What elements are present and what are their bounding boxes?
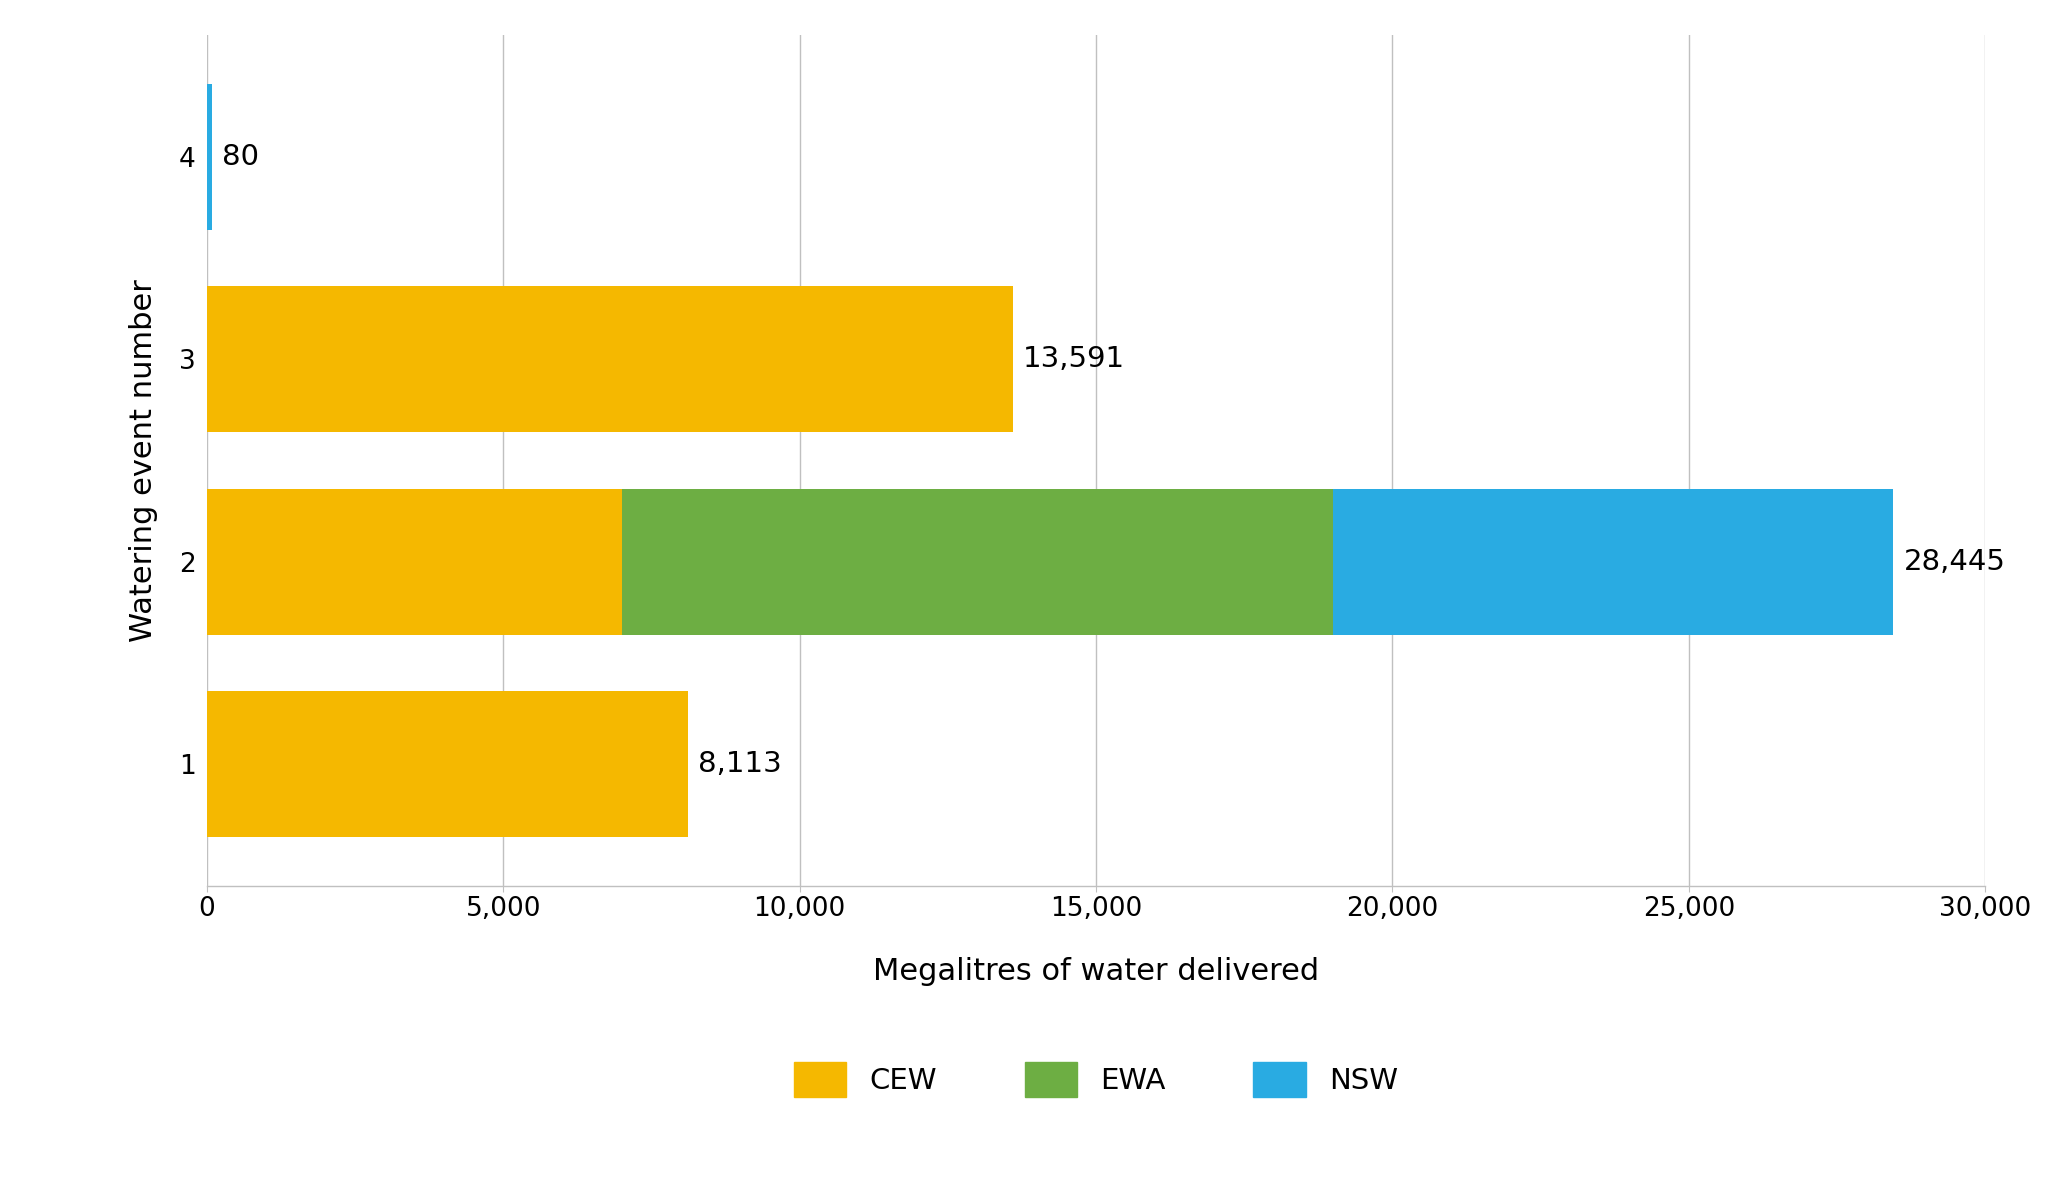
Text: 13,591: 13,591 [1024, 345, 1125, 373]
Y-axis label: Watering event number: Watering event number [128, 279, 157, 642]
Text: 80: 80 [221, 143, 258, 171]
Bar [207, 489, 622, 634]
Bar [207, 84, 211, 230]
Text: 8,113: 8,113 [699, 750, 782, 778]
X-axis label: Megalitres of water delivered: Megalitres of water delivered [873, 957, 1319, 986]
Bar [207, 287, 1013, 432]
Legend: CEW, EWA, NSW: CEW, EWA, NSW [765, 1032, 1427, 1127]
Text: 28,445: 28,445 [1905, 548, 2006, 576]
Bar [207, 691, 689, 837]
Bar [622, 489, 1334, 634]
Bar [1334, 489, 1892, 634]
